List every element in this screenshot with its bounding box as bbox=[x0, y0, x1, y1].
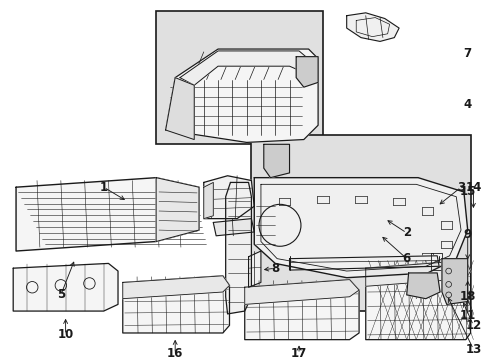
Text: 8: 8 bbox=[270, 262, 279, 275]
Polygon shape bbox=[441, 258, 467, 305]
Polygon shape bbox=[156, 178, 199, 242]
Bar bbox=[156, 11, 322, 144]
Polygon shape bbox=[244, 280, 358, 305]
Polygon shape bbox=[225, 183, 251, 314]
Text: 13: 13 bbox=[465, 343, 481, 356]
Text: 12: 12 bbox=[465, 319, 481, 332]
Polygon shape bbox=[180, 51, 311, 85]
Polygon shape bbox=[165, 49, 318, 143]
Text: 11: 11 bbox=[459, 309, 475, 322]
Polygon shape bbox=[122, 276, 229, 333]
Text: 1: 1 bbox=[100, 181, 107, 194]
Text: 4: 4 bbox=[463, 98, 471, 111]
Text: 14: 14 bbox=[464, 181, 481, 194]
Polygon shape bbox=[165, 78, 194, 140]
Text: 10: 10 bbox=[58, 328, 74, 341]
Polygon shape bbox=[406, 273, 439, 299]
Polygon shape bbox=[16, 178, 199, 251]
Text: 15: 15 bbox=[459, 185, 475, 198]
Text: 5: 5 bbox=[57, 288, 65, 301]
Text: 3: 3 bbox=[456, 181, 464, 194]
Text: 16: 16 bbox=[166, 347, 183, 360]
Text: 18: 18 bbox=[459, 290, 475, 303]
Polygon shape bbox=[248, 251, 261, 287]
Text: 6: 6 bbox=[402, 252, 410, 265]
Text: 2: 2 bbox=[402, 226, 410, 239]
Polygon shape bbox=[203, 183, 213, 219]
Polygon shape bbox=[203, 176, 254, 219]
Polygon shape bbox=[254, 178, 467, 278]
Polygon shape bbox=[122, 276, 229, 299]
Text: 9: 9 bbox=[463, 228, 471, 241]
Polygon shape bbox=[365, 261, 469, 339]
Polygon shape bbox=[346, 13, 398, 41]
Text: 7: 7 bbox=[463, 47, 471, 60]
Polygon shape bbox=[213, 219, 254, 236]
Polygon shape bbox=[263, 144, 289, 178]
Bar bbox=[251, 135, 469, 311]
Text: 17: 17 bbox=[290, 347, 306, 360]
Polygon shape bbox=[365, 261, 469, 286]
Polygon shape bbox=[289, 256, 438, 270]
Polygon shape bbox=[296, 57, 318, 87]
Polygon shape bbox=[13, 264, 118, 311]
Polygon shape bbox=[244, 280, 358, 339]
